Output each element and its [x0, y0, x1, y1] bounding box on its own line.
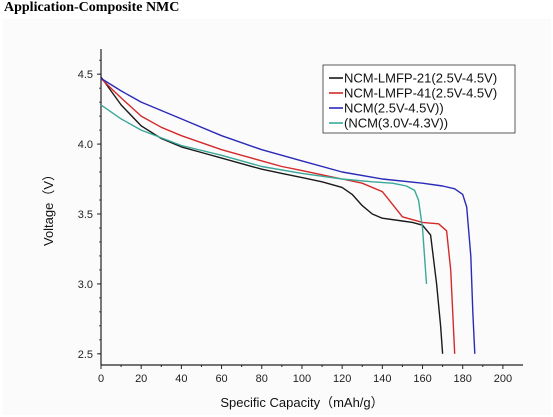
x-tick-label: 160	[413, 373, 431, 385]
x-axis-label: Specific Capacity（mAh/g）	[220, 395, 383, 410]
page-title: Application-Composite NMC	[4, 0, 180, 15]
legend-entry-4: (NCM(3.0V-4.3V))	[344, 116, 448, 131]
line-chart: 0 20 40 60 80 100 120 140 160 180 200 2.5 3.0 3.5 4.0 4…	[41, 49, 523, 410]
x-tick-label: 140	[373, 373, 391, 385]
x-tick-label: 20	[135, 373, 147, 385]
x-tick-label: 40	[175, 373, 187, 385]
series-line-3	[100, 77, 476, 354]
x-tick-label: 80	[256, 373, 268, 385]
y-axis-label: Voltage（V）	[41, 168, 56, 246]
x-tick-label: 200	[494, 373, 512, 385]
x-tick-label: 120	[333, 373, 351, 385]
x-tick-label: 60	[215, 373, 227, 385]
y-tick-label: 3.0	[78, 279, 93, 291]
x-tick-label: 180	[454, 373, 472, 385]
series-line-2	[100, 77, 456, 354]
axes: 0 20 40 60 80 100 120 140 160 180 200 2.5 3.0 3.5 4.0 4…	[78, 49, 523, 385]
x-tick-label: 0	[98, 373, 104, 385]
legend-entry-3: NCM(2.5V-4.5V))	[344, 101, 444, 116]
y-tick-label: 4.5	[78, 69, 93, 81]
legend-entry-1: NCM-LMFP-21(2.5V-4.5V)	[344, 71, 497, 86]
chart-figure: 0 20 40 60 80 100 120 140 160 180 200 2.5 3.0 3.5 4.0 4…	[3, 19, 551, 415]
series-line-4	[100, 104, 428, 284]
y-tick-label: 3.5	[78, 209, 93, 221]
legend-box	[322, 64, 516, 134]
series-layer	[100, 76, 476, 354]
y-tick-label: 2.5	[78, 349, 93, 361]
x-tick-label: 100	[293, 373, 311, 385]
y-tick-label: 4.0	[78, 139, 93, 151]
legend: NCM-LMFP-21(2.5V-4.5V)NCM-LMFP-41(2.5V-4…	[322, 64, 516, 134]
legend-entry-2: NCM-LMFP-41(2.5V-4.5V)	[344, 86, 497, 101]
